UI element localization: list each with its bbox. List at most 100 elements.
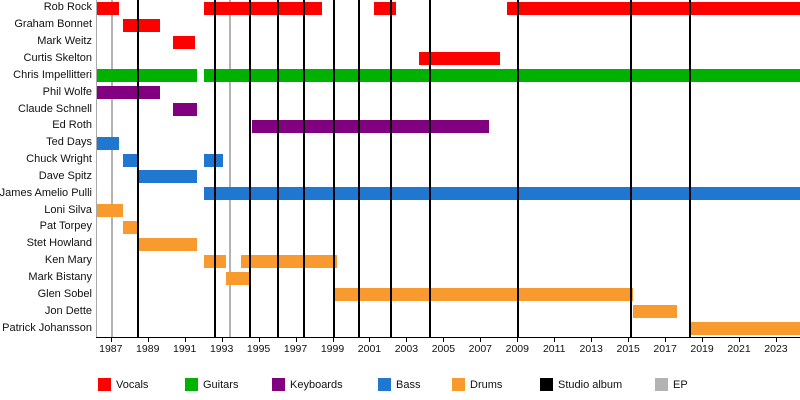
studio-album-marker-4 — [302, 0, 305, 337]
timeline-bar-phil-wolfe-0 — [97, 86, 160, 100]
x-tick-label-2003: 2003 — [394, 343, 419, 355]
x-tick-1987 — [110, 337, 112, 342]
x-tick-2007 — [480, 337, 482, 342]
timeline-bar-james-amelio-pulli-0 — [204, 187, 800, 201]
x-tick-label-1999: 1999 — [320, 343, 345, 355]
legend-label: EP — [673, 378, 688, 391]
timeline-bar-ed-roth-0 — [252, 119, 489, 133]
studio-album-marker-11 — [689, 0, 692, 337]
x-tick-label-1993: 1993 — [209, 343, 234, 355]
x-tick-label-2021: 2021 — [727, 343, 751, 355]
x-tick-2015 — [628, 337, 630, 342]
x-tick-label-1989: 1989 — [136, 343, 160, 355]
studio-album-marker-10 — [630, 0, 632, 337]
row-label-james-amelio-pulli: James Amelio Pulli — [0, 186, 92, 199]
row-label-chris-impellitteri: Chris Impellitteri — [13, 68, 92, 81]
timeline-bar-chris-impellitteri-0 — [97, 69, 197, 83]
x-tick-label-1997: 1997 — [283, 343, 308, 355]
x-tick-label-2017: 2017 — [653, 343, 677, 355]
timeline-bar-rob-rock-0 — [97, 1, 120, 15]
x-tick-label-1991: 1991 — [173, 343, 197, 355]
timeline-bar-patrick-johansson-0 — [690, 322, 800, 336]
legend-label: Bass — [396, 378, 421, 391]
x-tick-1997 — [295, 337, 297, 342]
studio-album-marker-9 — [517, 0, 520, 337]
x-tick-2009 — [517, 337, 519, 342]
x-tick-label-2011: 2011 — [542, 343, 566, 355]
studio-album-marker-0 — [136, 0, 139, 337]
x-axis-tick-labels: 1987 1989 1991 1993 1995 1997 1999 2001 2003 2005… — [0, 343, 800, 359]
studio-album-marker-6 — [358, 0, 361, 337]
swatch-icon — [378, 378, 391, 391]
timeline-bar-pat-torpey-0 — [122, 220, 138, 234]
x-tick-label-2013: 2013 — [579, 343, 603, 355]
timeline-bar-mark-weitz-0 — [172, 35, 195, 49]
row-label-graham-bonnet: Graham Bonnet — [14, 18, 92, 31]
chart-legend: Vocals Guitars Keyboards Bass Drums Studio al… — [0, 378, 800, 398]
legend-item-keyboards[interactable]: Keyboards — [272, 378, 343, 391]
row-label-ken-mary: Ken Mary — [44, 254, 92, 267]
row-label-chuck-wright: Chuck Wright — [26, 153, 92, 166]
timeline-bar-rob-rock-3 — [507, 1, 800, 15]
legend-item-bass[interactable]: Bass — [378, 378, 420, 391]
x-tick-label-2019: 2019 — [690, 343, 714, 355]
legend-item-studio-album[interactable]: Studio album — [540, 378, 622, 391]
row-label-mark-bistany: Mark Bistany — [28, 271, 92, 284]
timeline-bar-claude-schnell-0 — [172, 103, 197, 117]
studio-album-marker-2 — [249, 0, 252, 337]
x-tick-label-1995: 1995 — [246, 343, 271, 355]
legend-label: Vocals — [116, 378, 149, 391]
member-label-column: Rob Rock Graham Bonnet Mark Weitz Curtis Sk… — [0, 0, 96, 337]
row-label-stet-howland: Stet Howland — [26, 237, 92, 250]
row-label-rob-rock: Rob Rock — [43, 1, 92, 14]
x-tick-label-2001: 2001 — [357, 343, 382, 355]
row-label-patrick-johansson: Patrick Johansson — [2, 321, 92, 334]
x-tick-1995 — [258, 337, 260, 342]
timeline-bar-curtis-skelton-0 — [418, 52, 500, 66]
x-tick-2011 — [554, 337, 556, 342]
ep-marker-0 — [110, 0, 113, 337]
timeline-plot-area — [96, 0, 800, 337]
x-tick-label-2015: 2015 — [616, 343, 640, 355]
swatch-icon — [185, 378, 198, 391]
legend-item-guitars[interactable]: Guitars — [185, 378, 238, 391]
timeline-bar-glen-sobel-0 — [333, 288, 633, 302]
x-tick-2001 — [369, 337, 371, 342]
x-tick-2023 — [775, 337, 777, 342]
x-tick-label-1987: 1987 — [99, 343, 123, 355]
row-label-curtis-skelton: Curtis Skelton — [23, 51, 92, 64]
timeline-bar-ted-days-0 — [97, 136, 120, 150]
swatch-icon — [452, 378, 465, 391]
timeline-bar-rob-rock-2 — [374, 1, 397, 15]
x-tick-1993 — [221, 337, 223, 342]
timeline-bar-chuck-wright-1 — [204, 153, 223, 167]
x-tick-label-2007: 2007 — [468, 343, 493, 355]
x-axis-line — [96, 337, 800, 338]
studio-album-marker-5 — [332, 0, 335, 337]
x-tick-2003 — [406, 337, 408, 342]
x-tick-2005 — [443, 337, 445, 342]
studio-album-marker-1 — [214, 0, 217, 337]
row-label-ed-roth: Ed Roth — [52, 119, 92, 132]
x-tick-label-2023: 2023 — [764, 343, 788, 355]
row-label-ted-days: Ted Days — [46, 136, 92, 149]
swatch-icon — [98, 378, 111, 391]
timeline-bar-chuck-wright-0 — [122, 153, 138, 167]
row-label-jon-dette: Jon Dette — [44, 304, 92, 317]
legend-item-vocals[interactable]: Vocals — [98, 378, 148, 391]
timeline-bar-jon-dette-0 — [632, 305, 678, 319]
row-label-dave-spitz: Dave Spitz — [38, 169, 92, 182]
row-label-mark-weitz: Mark Weitz — [37, 35, 92, 48]
x-tick-label-2009: 2009 — [505, 343, 529, 355]
timeline-bar-mark-bistany-0 — [226, 271, 249, 285]
x-axis-ticks — [96, 337, 800, 343]
studio-album-marker-3 — [277, 0, 280, 337]
timeline-bar-loni-silva-0 — [97, 204, 123, 218]
legend-item-drums[interactable]: Drums — [452, 378, 502, 391]
timeline-bar-ken-mary-1 — [241, 254, 338, 268]
row-label-claude-schnell: Claude Schnell — [18, 102, 92, 115]
x-tick-label-2005: 2005 — [431, 343, 456, 355]
legend-item-ep[interactable]: EP — [655, 378, 688, 391]
legend-label: Guitars — [203, 378, 239, 391]
